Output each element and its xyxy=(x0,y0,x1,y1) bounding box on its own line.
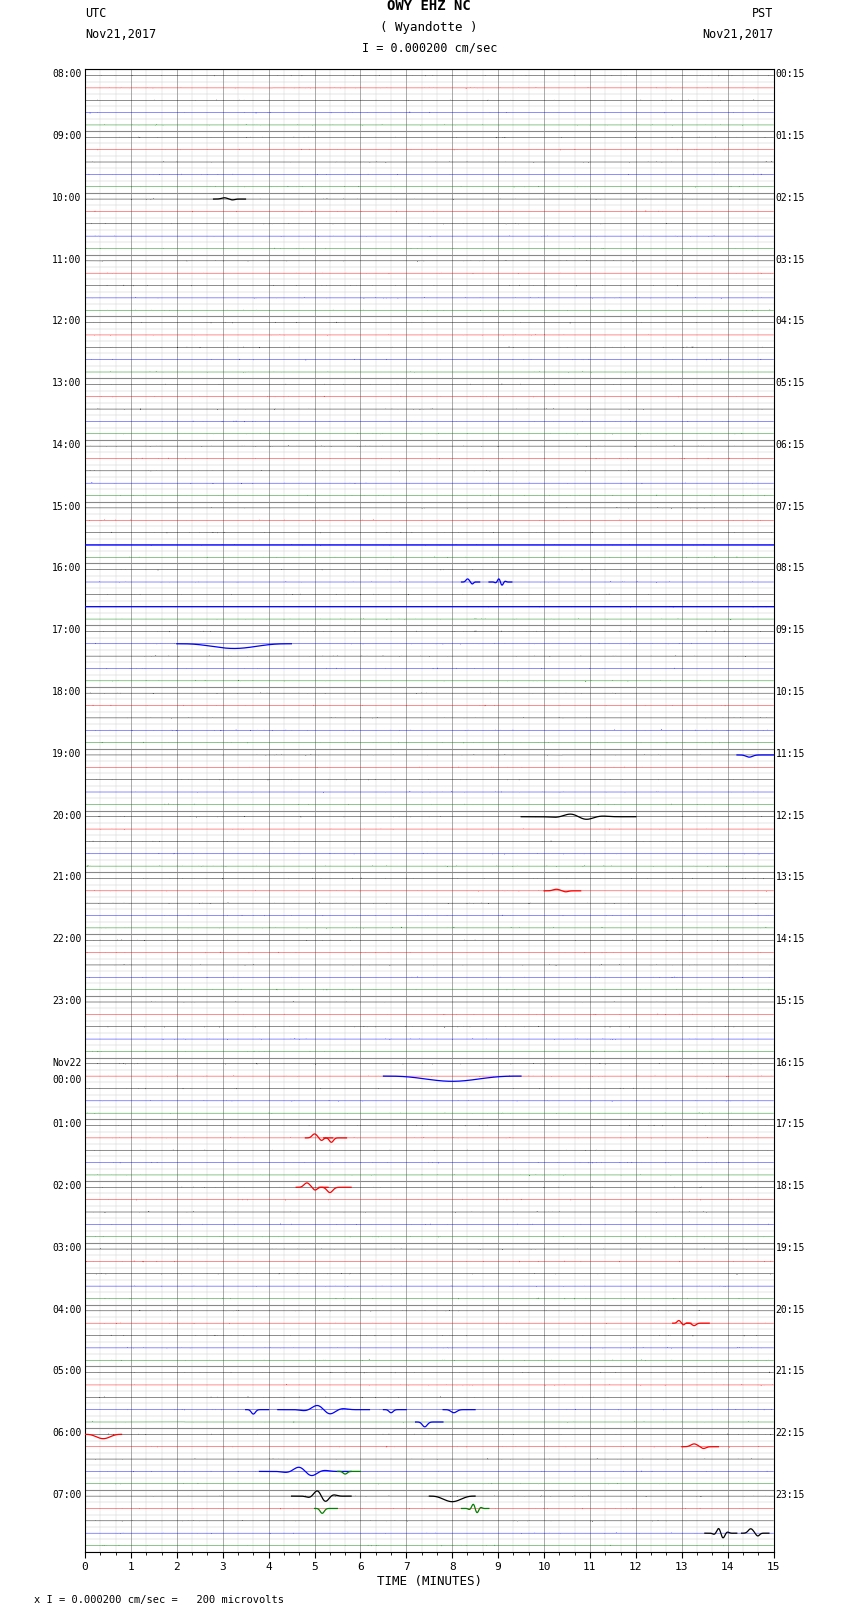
Text: 14:15: 14:15 xyxy=(775,934,805,944)
Text: 18:15: 18:15 xyxy=(775,1181,805,1190)
Text: OWY EHZ NC: OWY EHZ NC xyxy=(388,0,471,13)
Text: 07:15: 07:15 xyxy=(775,502,805,511)
Text: 09:15: 09:15 xyxy=(775,626,805,636)
Text: 09:00: 09:00 xyxy=(52,131,82,140)
Text: 03:15: 03:15 xyxy=(775,255,805,265)
Text: 23:15: 23:15 xyxy=(775,1490,805,1500)
Text: 08:15: 08:15 xyxy=(775,563,805,574)
Text: 15:15: 15:15 xyxy=(775,995,805,1007)
Text: 06:15: 06:15 xyxy=(775,440,805,450)
Text: 07:00: 07:00 xyxy=(52,1490,82,1500)
Text: 06:00: 06:00 xyxy=(52,1428,82,1439)
Text: 15:00: 15:00 xyxy=(52,502,82,511)
Text: 14:00: 14:00 xyxy=(52,440,82,450)
Text: 02:15: 02:15 xyxy=(775,194,805,203)
Text: 20:15: 20:15 xyxy=(775,1305,805,1315)
Text: 12:00: 12:00 xyxy=(52,316,82,326)
Text: 05:00: 05:00 xyxy=(52,1366,82,1376)
Text: 16:00: 16:00 xyxy=(52,563,82,574)
Text: 22:00: 22:00 xyxy=(52,934,82,944)
Text: 10:15: 10:15 xyxy=(775,687,805,697)
Text: 12:15: 12:15 xyxy=(775,811,805,821)
Text: 10:00: 10:00 xyxy=(52,194,82,203)
Text: 13:00: 13:00 xyxy=(52,377,82,389)
Text: 01:00: 01:00 xyxy=(52,1119,82,1129)
Text: 13:15: 13:15 xyxy=(775,873,805,882)
Text: 17:15: 17:15 xyxy=(775,1119,805,1129)
Text: 17:00: 17:00 xyxy=(52,626,82,636)
Text: 04:15: 04:15 xyxy=(775,316,805,326)
Text: 11:15: 11:15 xyxy=(775,748,805,758)
Text: 22:15: 22:15 xyxy=(775,1428,805,1439)
Text: Nov21,2017: Nov21,2017 xyxy=(702,27,774,42)
Text: I = 0.000200 cm/sec: I = 0.000200 cm/sec xyxy=(361,42,497,55)
Text: 03:00: 03:00 xyxy=(52,1244,82,1253)
Text: UTC: UTC xyxy=(85,8,106,21)
Text: 16:15: 16:15 xyxy=(775,1058,805,1068)
Text: Nov21,2017: Nov21,2017 xyxy=(85,27,156,42)
Text: Nov22: Nov22 xyxy=(52,1058,82,1068)
Text: 19:15: 19:15 xyxy=(775,1244,805,1253)
Text: 11:00: 11:00 xyxy=(52,255,82,265)
Text: x I = 0.000200 cm/sec =   200 microvolts: x I = 0.000200 cm/sec = 200 microvolts xyxy=(34,1595,284,1605)
Text: 00:00: 00:00 xyxy=(52,1076,82,1086)
Text: 00:15: 00:15 xyxy=(775,69,805,79)
Text: 23:00: 23:00 xyxy=(52,995,82,1007)
Text: 21:15: 21:15 xyxy=(775,1366,805,1376)
Text: 19:00: 19:00 xyxy=(52,748,82,758)
Text: 18:00: 18:00 xyxy=(52,687,82,697)
Text: 21:00: 21:00 xyxy=(52,873,82,882)
Text: 08:00: 08:00 xyxy=(52,69,82,79)
Text: PST: PST xyxy=(752,8,774,21)
Text: 02:00: 02:00 xyxy=(52,1181,82,1190)
Text: 01:15: 01:15 xyxy=(775,131,805,140)
Text: 04:00: 04:00 xyxy=(52,1305,82,1315)
X-axis label: TIME (MINUTES): TIME (MINUTES) xyxy=(377,1574,482,1587)
Text: 20:00: 20:00 xyxy=(52,811,82,821)
Text: ( Wyandotte ): ( Wyandotte ) xyxy=(381,21,478,34)
Text: 05:15: 05:15 xyxy=(775,377,805,389)
